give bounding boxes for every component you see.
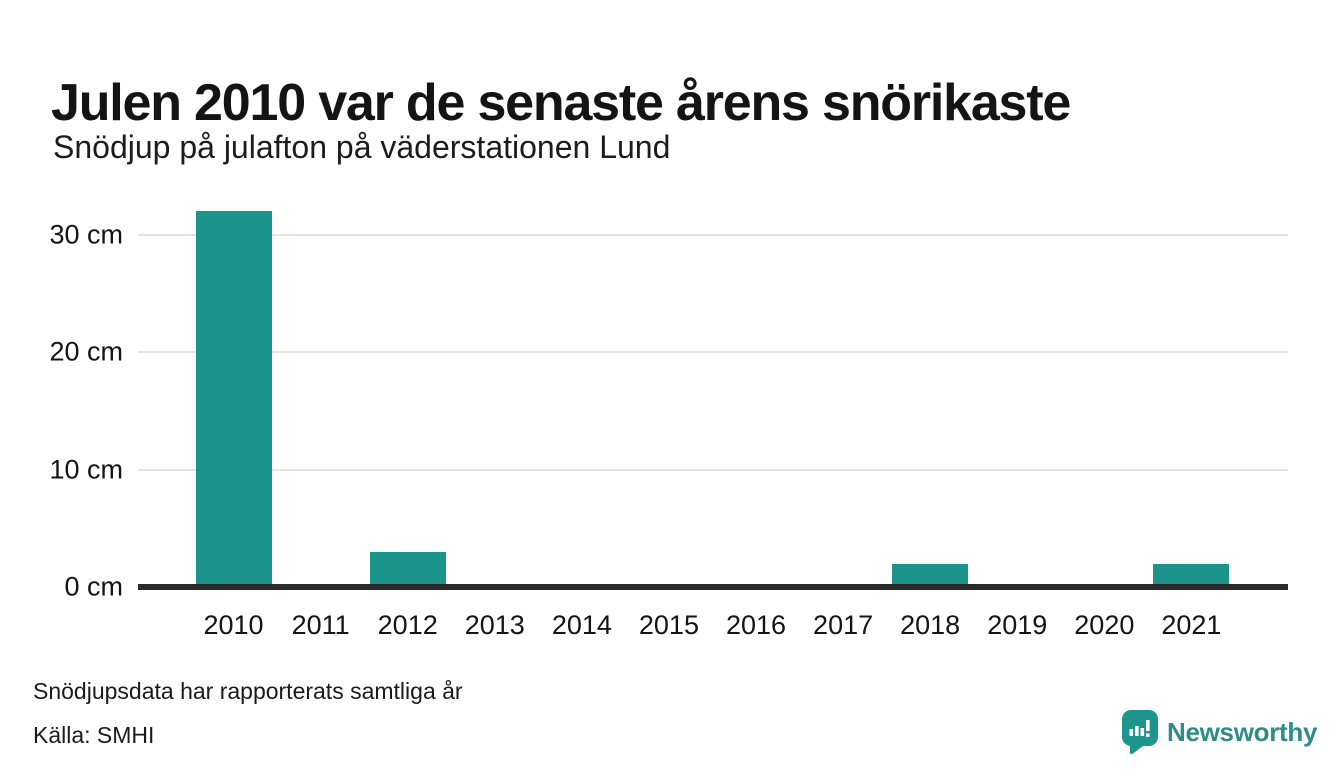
x-tick-label-2011: 2011	[291, 610, 350, 640]
x-tick-label-2017: 2017	[813, 610, 874, 640]
gridline-30	[138, 233, 1288, 236]
x-tick-label-2012: 2012	[377, 610, 438, 640]
bar-chart: 0 cm 10 cm 20 cm 30 cm 2010 2011 2012 2013 2014…	[0, 190, 1340, 660]
bar-2010	[195, 211, 272, 587]
bar-slot-2011	[277, 190, 364, 587]
x-tick-label-2010: 2010	[203, 610, 264, 640]
gridline-10	[138, 468, 1288, 471]
x-tick-label-2014: 2014	[551, 610, 612, 640]
newsworthy-speech-bubble-bar-chart-icon	[1121, 710, 1158, 755]
newsworthy-logo: Newsworthy	[1121, 710, 1318, 755]
bar-slot-2018	[887, 190, 974, 587]
logo-text: Newsworthy	[1167, 717, 1318, 747]
y-tick-label: 10 cm	[49, 454, 123, 485]
y-tick-label: 30 cm	[49, 219, 123, 250]
x-tick-label-2019: 2019	[987, 610, 1048, 640]
bar-slot-2010	[190, 190, 277, 587]
bar-slot-2016	[712, 190, 799, 587]
bar-slots	[190, 190, 1235, 587]
source-attribution: Källa: SMHI	[33, 722, 155, 748]
bar-slot-2012	[364, 190, 451, 587]
x-axis-labels: 2010 2011 2012 2013 2014 2015 2016 2017 2018 2019…	[190, 608, 1235, 642]
x-tick-label-2013: 2013	[464, 610, 525, 640]
bar-slot-2020	[1061, 190, 1148, 587]
bar-slot-2015	[625, 190, 712, 587]
bar-2021	[1153, 563, 1230, 587]
x-tick-label-2021: 2021	[1161, 610, 1222, 640]
plot-area	[138, 190, 1288, 590]
x-tick-label-2015: 2015	[638, 610, 699, 640]
bar-slot-2013	[451, 190, 538, 587]
chart-subtitle: Snödjup på julafton på väderstationen Lu…	[53, 129, 671, 165]
y-tick-label: 0 cm	[64, 571, 123, 602]
bar-slot-2021	[1148, 190, 1235, 587]
bar-slot-2017	[800, 190, 887, 587]
y-tick-label: 20 cm	[49, 336, 123, 367]
chart-title: Julen 2010 var de senaste årens snörikas…	[51, 73, 1071, 132]
x-tick-label-2020: 2020	[1074, 610, 1135, 640]
bar-slot-2019	[974, 190, 1061, 587]
x-tick-label-2018: 2018	[900, 610, 961, 640]
x-tick-label-2016: 2016	[725, 610, 787, 640]
bar-2012	[369, 551, 446, 587]
y-axis: 0 cm 10 cm 20 cm 30 cm	[0, 190, 123, 601]
bar-slot-2014	[538, 190, 625, 587]
footer-note: Snödjupsdata har rapporterats samtliga å…	[33, 678, 463, 704]
x-axis-line	[138, 584, 1288, 590]
bar-2018	[892, 563, 969, 587]
gridline-20	[138, 351, 1288, 354]
